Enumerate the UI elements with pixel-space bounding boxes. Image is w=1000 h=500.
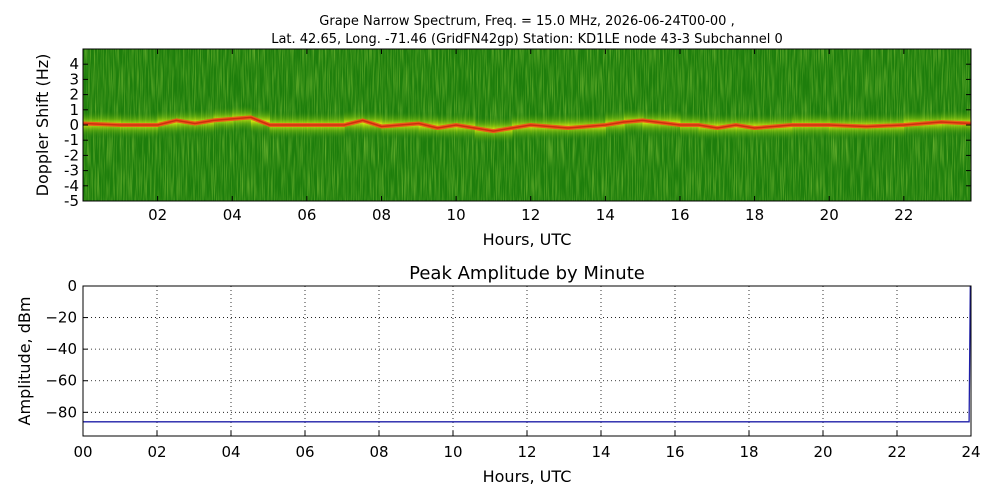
amplitude-x-label: Hours, UTC [483, 467, 572, 486]
amplitude-y-label: Amplitude, dBm [15, 297, 34, 426]
amplitude-x-tick-label: 02 [147, 443, 166, 461]
amplitude-x-tick-label: 04 [221, 443, 240, 461]
spectrogram-y-tick-label: -2 [64, 146, 79, 164]
spectrogram-x-tick-label: 08 [372, 206, 391, 224]
amplitude-x-tick-label: 16 [665, 443, 684, 461]
figure-title-line1: Grape Narrow Spectrum, Freq. = 15.0 MHz,… [319, 14, 734, 29]
amplitude-x-tick-label: 24 [961, 443, 980, 461]
amplitude-x-tick-label: 22 [887, 443, 906, 461]
amplitude-plot-area [83, 286, 971, 436]
amplitude-x-tick-label: 14 [591, 443, 610, 461]
amplitude-x-tick-label: 06 [295, 443, 314, 461]
spectrogram-image [83, 49, 971, 201]
spectrogram-x-tick-label: 14 [596, 206, 615, 224]
spectrogram-y-tick-label: -3 [64, 162, 79, 180]
spectrogram-y-tick-label: 1 [69, 101, 79, 119]
spectrogram-x-tick-label: 20 [820, 206, 839, 224]
spectrogram-y-tick-label: -4 [64, 177, 79, 195]
spectrogram-y-tick-label: 3 [69, 70, 79, 88]
spectrogram-x-ticks: 02 04 06 08 10 12 14 16 18 20 22 [148, 49, 913, 224]
amplitude-title: Peak Amplitude by Minute [409, 263, 645, 284]
spectrogram-x-tick-label: 18 [745, 206, 764, 224]
amplitude-x-tick-label: 20 [813, 443, 832, 461]
spectrogram-y-label: Doppler Shift (Hz) [33, 54, 52, 197]
spectrogram-x-tick-label: 22 [894, 206, 913, 224]
amplitude-y-tick-label: −20 [45, 309, 77, 327]
spectrogram-x-tick-label: 16 [670, 206, 689, 224]
amplitude-y-tick-label: −40 [45, 340, 77, 358]
spectrogram-y-tick-label: -5 [64, 192, 79, 210]
spectrogram-x-label: Hours, UTC [483, 230, 572, 249]
amplitude-y-tick-label: −80 [45, 403, 77, 421]
amplitude-x-tick-label: 08 [369, 443, 388, 461]
doppler-peak-track-core [83, 116, 971, 132]
spectrogram-x-tick-label: 06 [297, 206, 316, 224]
spectrogram-y-tick-label: 0 [69, 116, 79, 134]
amplitude-x-tick-label: 12 [517, 443, 536, 461]
amplitude-x-tick-label: 10 [443, 443, 462, 461]
amplitude-panel: Peak Amplitude by Minute 00 02 04 06 08 10 12 1… [15, 263, 981, 486]
amplitude-x-tick-label: 00 [73, 443, 92, 461]
amplitude-x-tick-label: 18 [739, 443, 758, 461]
amplitude-y-tick-label: −60 [45, 372, 77, 390]
amplitude-x-ticks: 00 02 04 06 08 10 12 14 16 18 20 22 24 [73, 431, 981, 461]
spectrogram-x-tick-label: 12 [521, 206, 540, 224]
amplitude-y-ticks: 0 −20 −40 −60 −80 [45, 277, 88, 421]
figure-title-line2: Lat. 42.65, Long. -71.46 (GridFN42gp) St… [271, 32, 783, 47]
amplitude-y-tick-label: 0 [67, 277, 77, 295]
spectrogram-y-tick-label: 4 [69, 55, 79, 73]
spectrogram-y-tick-label: -1 [64, 131, 79, 149]
spectrogram-x-tick-label: 10 [447, 206, 466, 224]
spectrogram-y-tick-label: 2 [69, 86, 79, 104]
spectrogram-x-tick-label: 02 [148, 206, 167, 224]
spectrogram-x-tick-label: 04 [223, 206, 242, 224]
amplitude-series-line [83, 286, 971, 423]
